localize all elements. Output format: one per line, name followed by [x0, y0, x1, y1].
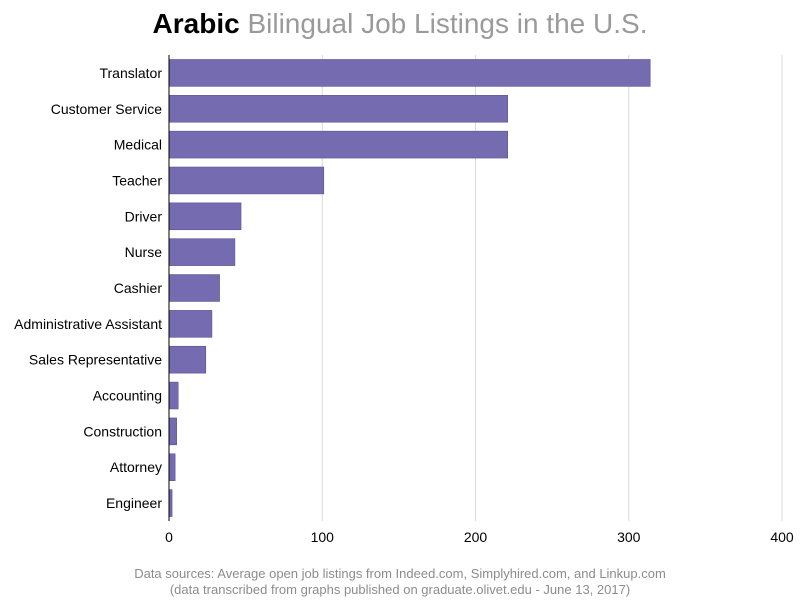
bar — [168, 310, 213, 338]
title-bold-part: Arabic — [152, 8, 240, 39]
title-rest-part: Bilingual Job Listings in the U.S. — [247, 8, 648, 39]
bar — [168, 345, 207, 374]
category-label: Sales Representative — [29, 352, 162, 368]
bar — [168, 453, 176, 481]
x-tick-label: 100 — [311, 529, 335, 545]
x-tick-label: 400 — [770, 529, 794, 545]
category-label: Translator — [99, 65, 162, 81]
bar — [168, 274, 220, 302]
category-label: Construction — [83, 423, 162, 439]
category-label: Administrative Assistant — [14, 316, 162, 332]
category-label: Teacher — [112, 172, 162, 188]
x-tick-label: 200 — [464, 529, 488, 545]
category-label: Attorney — [110, 459, 162, 475]
category-label: Driver — [125, 208, 163, 224]
bar — [168, 202, 242, 231]
x-tick-label: 300 — [617, 529, 641, 545]
footnote-data-sources: Data sources: Average open job listings … — [134, 566, 666, 581]
bar — [168, 417, 177, 446]
bar — [168, 381, 179, 410]
category-label: Medical — [114, 137, 162, 153]
category-label: Cashier — [114, 280, 163, 296]
category-label: Nurse — [125, 244, 163, 260]
category-label: Customer Service — [51, 101, 162, 117]
bar — [168, 95, 508, 123]
footnote-transcription-note: (data transcribed from graphs published … — [169, 582, 631, 597]
bar — [168, 166, 325, 195]
category-label: Engineer — [106, 495, 162, 511]
chart-title: Arabic Bilingual Job Listings in the U.S… — [0, 6, 800, 42]
x-tick-label: 0 — [165, 529, 173, 545]
bar — [168, 238, 236, 266]
bar — [168, 59, 651, 87]
bar — [168, 130, 508, 159]
category-label: Accounting — [93, 388, 162, 404]
